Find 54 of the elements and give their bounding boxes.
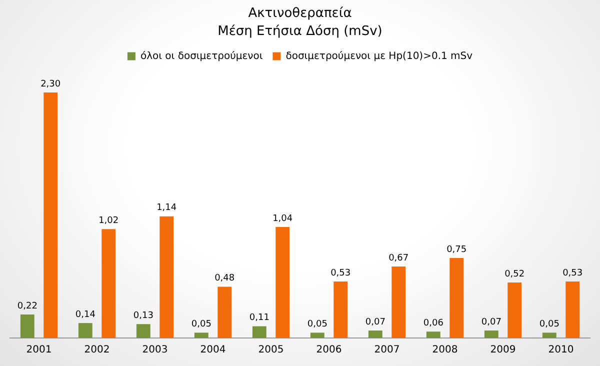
data-label: 0,67 — [388, 253, 409, 264]
bar — [392, 266, 406, 338]
bar — [484, 330, 498, 338]
data-label: 0,53 — [562, 268, 583, 278]
data-label: 1,02 — [98, 216, 119, 226]
bar — [276, 227, 290, 338]
bar — [252, 326, 266, 338]
bar — [78, 323, 92, 338]
bar — [450, 258, 464, 338]
data-label: 0,48 — [214, 274, 235, 284]
bar — [20, 314, 34, 338]
bar — [44, 92, 58, 338]
data-label: 1,04 — [272, 214, 293, 224]
bar — [368, 330, 382, 338]
data-label: 0,53 — [330, 268, 351, 278]
bar — [310, 332, 324, 338]
data-label: 0,14 — [75, 310, 96, 320]
bar — [334, 281, 348, 338]
data-label: 0,05 — [191, 320, 212, 330]
data-label: 0,75 — [446, 244, 467, 255]
x-tick-label: 2007 — [374, 344, 400, 356]
x-tick-label: 2003 — [142, 344, 168, 356]
legend-label: δοσιμετρούμενοι με Hp(10)>0.1 mSv — [286, 50, 473, 62]
data-label: 0,52 — [504, 269, 525, 280]
data-label: 0,22 — [17, 301, 38, 312]
x-tick-label: 2006 — [316, 344, 342, 356]
data-label: 0,13 — [133, 310, 154, 321]
data-label: 0,06 — [423, 318, 444, 328]
data-label: 0,05 — [539, 320, 560, 330]
bar — [508, 282, 522, 338]
bar — [160, 216, 174, 338]
x-tick-label: 2010 — [548, 344, 574, 356]
data-label: 2,30 — [40, 79, 61, 90]
x-tick-label: 2004 — [200, 344, 226, 356]
x-tick-label: 2002 — [84, 344, 110, 356]
x-tick-label: 2005 — [258, 344, 284, 356]
bar — [194, 332, 208, 338]
x-tick-label: 2008 — [432, 344, 458, 356]
bar — [102, 229, 116, 338]
bar — [542, 332, 556, 338]
bar — [566, 281, 580, 338]
bar — [426, 332, 440, 338]
data-label: 0,11 — [249, 313, 270, 324]
data-label: 1,14 — [156, 203, 177, 214]
data-label: 0,07 — [481, 317, 502, 328]
chart-subtitle: Μέση Ετήσια Δόση (mSv) — [218, 24, 382, 39]
bar — [136, 324, 150, 338]
bar — [218, 286, 232, 338]
data-label: 0,07 — [365, 317, 386, 328]
chart-title: Ακτινοθεραπεία — [248, 6, 352, 22]
x-tick-label: 2009 — [490, 344, 516, 356]
data-label: 0,05 — [307, 320, 328, 330]
x-tick-label: 2001 — [26, 344, 52, 356]
legend-label: όλοι οι δοσιμετρούμενοι — [140, 50, 264, 62]
